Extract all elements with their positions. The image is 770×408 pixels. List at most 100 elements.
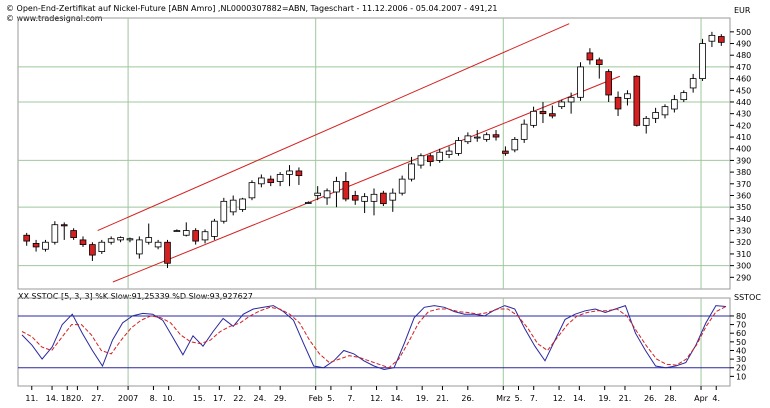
candle-body (258, 177, 265, 185)
candle-body (445, 150, 453, 155)
candle-body (483, 134, 490, 140)
price-y-tick-label: 340 (736, 215, 751, 224)
candle-body (182, 230, 190, 236)
price-y-tick-label: 390 (736, 156, 751, 165)
price-y-tick-label: 290 (736, 273, 751, 282)
candle-body (351, 195, 359, 201)
candle-body (342, 181, 350, 200)
d-slow-line (21, 306, 727, 369)
candle-body (32, 243, 40, 248)
candle-body (455, 140, 462, 154)
price-y-tick-label: 480 (736, 51, 751, 60)
candle-body (60, 224, 68, 227)
candle-body (502, 150, 509, 154)
x-tick-label: 26. (644, 394, 657, 403)
price-y-tick-label: 350 (736, 203, 751, 212)
price-y-tick-label: 400 (736, 145, 751, 154)
candle-body (689, 78, 697, 89)
x-tick-label: 12. (553, 394, 566, 403)
candle-body (79, 239, 87, 245)
price-y-tick-label: 440 (736, 98, 751, 107)
candle-body (511, 138, 519, 151)
price-y-tick-label: 330 (736, 227, 751, 236)
candle-body (380, 192, 387, 205)
price-y-tick-label: 380 (736, 168, 751, 177)
candle-body (323, 190, 331, 199)
candle-body (286, 170, 293, 175)
candle-body (492, 134, 500, 138)
price-y-tick-label: 470 (736, 63, 751, 72)
candle-body (614, 96, 622, 110)
k-slow-line (21, 304, 727, 371)
x-tick-label: 14. (573, 394, 586, 403)
candle-body (661, 106, 669, 116)
candle-body (51, 224, 59, 243)
x-tick-label: 18. (61, 394, 74, 403)
candle-body (239, 198, 246, 210)
candle-body (314, 192, 321, 196)
x-tick-label: 7. (347, 394, 355, 403)
candle-body (211, 220, 218, 237)
stoch-y-tick-label: 60 (736, 329, 746, 338)
candle-body (389, 192, 397, 201)
candle-body (229, 199, 237, 213)
x-tick-label: 19. (598, 394, 611, 403)
candle-body (89, 244, 96, 256)
candle-body (267, 178, 275, 184)
candle-body (427, 155, 434, 162)
candle-body (520, 123, 528, 140)
candle-body (652, 112, 659, 119)
candle-body (333, 181, 340, 193)
candle-body (680, 92, 688, 101)
candle-body (708, 34, 716, 42)
candle-body (624, 93, 631, 99)
x-tick-label: 4. (712, 394, 720, 403)
x-tick-label: 11. (25, 394, 38, 403)
stoch-unit-label: SSTOC (734, 293, 761, 302)
x-tick-label: 5. (327, 394, 335, 403)
candle-body (23, 234, 31, 242)
stoch-y-tick-label: 30 (736, 355, 746, 364)
candle-body (549, 113, 556, 117)
x-tick-label: Feb (309, 394, 323, 403)
candle-body (126, 238, 134, 241)
stoch-y-tick-label: 10 (736, 372, 746, 381)
candle-body (220, 200, 228, 222)
price-y-tick-label: 320 (736, 238, 751, 247)
stoch-y-tick-label: 20 (736, 364, 746, 373)
candle-body (633, 75, 641, 126)
candle-body (586, 52, 594, 61)
price-y-tick-label: 450 (736, 86, 751, 95)
candle-body (173, 230, 181, 232)
x-tick-label: 8. (150, 394, 158, 403)
candle-body (370, 193, 378, 202)
x-tick-label: 14. (46, 394, 59, 403)
price-y-tick-label: 310 (736, 250, 751, 259)
stoch-frame (17, 297, 731, 387)
channel-upper-line (97, 23, 570, 232)
x-tick-label: 22. (233, 394, 246, 403)
candle-body (398, 178, 406, 194)
price-y-tick-label: 300 (736, 262, 751, 271)
candle-body (98, 241, 106, 252)
candle-body (577, 66, 584, 98)
candle-body (473, 136, 481, 139)
price-y-tick-label: 360 (736, 191, 751, 200)
x-tick-label: 27. (91, 394, 104, 403)
x-tick-label: 19. (416, 394, 429, 403)
price-y-tick-label: 370 (736, 180, 751, 189)
x-tick-label: 24. (254, 394, 267, 403)
x-tick-label: 14. (390, 394, 403, 403)
candle-body (136, 239, 143, 255)
x-tick-label: Mrz (496, 394, 510, 403)
x-tick-label: 21. (436, 394, 449, 403)
price-panel: 290 300 310 320 330 340 350 360 370 380 390 400 410 4… (17, 17, 751, 290)
x-tick-label: 28. (664, 394, 677, 403)
stoch-y-tick-label: 80 (736, 312, 746, 321)
x-axis: 11. 14. 18.20. 27. 2007 8. 10. 15. 17. 22. 24. 29. F… (25, 386, 720, 403)
price-y-tick-label: 500 (736, 28, 751, 37)
candle-body (154, 241, 162, 248)
price-y-tick-label: 430 (736, 110, 751, 119)
candle-body (42, 241, 49, 250)
